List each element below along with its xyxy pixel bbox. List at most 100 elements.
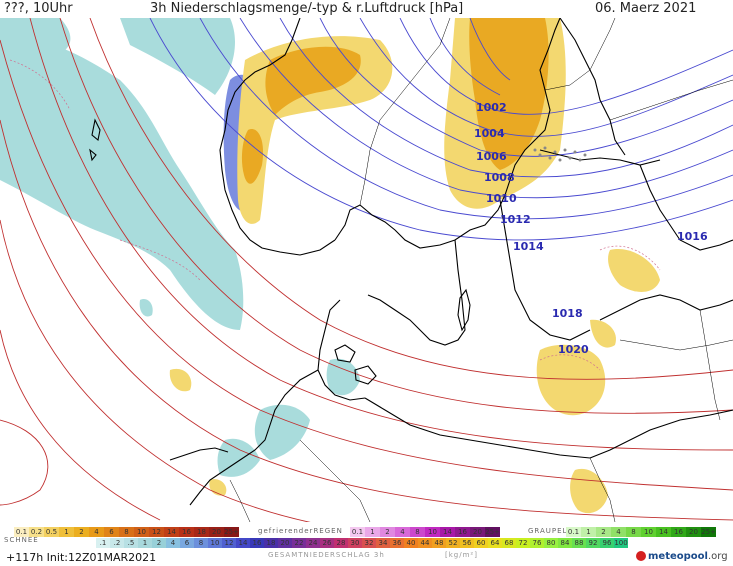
graupel-swatch: 20 (686, 527, 701, 537)
snow-swatch: 20 (278, 538, 292, 548)
rain-swatch: 4 (89, 527, 104, 537)
freezing-swatch: 4 (395, 527, 410, 537)
snow-swatch: 52 (446, 538, 460, 548)
freezing-swatch: 1 (365, 527, 380, 537)
snow-swatch: 96 (600, 538, 614, 548)
isobar-label: 1012 (500, 213, 531, 226)
rain-swatch: 0.2 (29, 527, 44, 537)
snow-swatch: 84 (558, 538, 572, 548)
rain-swatch: 14 (164, 527, 179, 537)
rain-swatch: 8 (119, 527, 134, 537)
snow-swatch: 76 (530, 538, 544, 548)
snow-swatch: 30 (348, 538, 362, 548)
graupel-swatch: 2 (596, 527, 611, 537)
rain-swatch: 12 (149, 527, 164, 537)
snow-swatch: 80 (544, 538, 558, 548)
rain-swatch: 25+ (224, 527, 239, 537)
header-title: 3h Niederschlagsmenge/-typ & r.Luftdruck… (150, 1, 464, 16)
weather-map: 1002 1004 1006 1008 1010 1012 1014 1016 … (0, 18, 733, 522)
header-date: 06. Maerz 2021 (595, 1, 697, 16)
snow-swatch: .1 (96, 538, 110, 548)
snow-swatch: 32 (362, 538, 376, 548)
snow-swatch: 14 (236, 538, 250, 548)
unit-label: [kg/m²] (445, 551, 478, 559)
isobar-label: 1014 (513, 240, 544, 253)
legend: 0.1 0.2 0.5 1 2 4 6 8 10 12 14 16 18 20 25+ gefrierend… (0, 522, 733, 566)
snow-swatch: 4 (166, 538, 180, 548)
snow-swatch: 28 (334, 538, 348, 548)
rain-swatch: 16 (179, 527, 194, 537)
graupel-swatch: 8 (626, 527, 641, 537)
freezing-swatch: 2 (380, 527, 395, 537)
isobars-high (0, 18, 733, 522)
isobar-label: 1002 (476, 101, 507, 114)
total-precip-label: GESAMTNIEDERSCHLAG 3h (268, 551, 385, 559)
graupel-swatch: 10 (641, 527, 656, 537)
header-time: ???, 10Uhr (4, 1, 73, 16)
isobar-label: 1018 (552, 307, 583, 320)
snow-swatch: 60 (474, 538, 488, 548)
rain-swatch: 1 (59, 527, 74, 537)
freezing-swatch: 14 (440, 527, 455, 537)
rain-swatch: 2 (74, 527, 89, 537)
graupel-label: GRAUPEL (528, 527, 568, 535)
logo-dot-icon (636, 551, 646, 561)
snow-swatch: 1 (138, 538, 152, 548)
freezing-rain-label: gefrierenderREGEN (258, 527, 343, 535)
rain-swatch: 18 (194, 527, 209, 537)
snow-swatch: 92 (586, 538, 600, 548)
freezing-swatch: 25+ (485, 527, 500, 537)
freezing-swatch: 0.1 (350, 527, 365, 537)
rain-swatch: 20 (209, 527, 224, 537)
graupel-speckles (533, 146, 587, 162)
snow-swatch: 8 (194, 538, 208, 548)
rain-swatch: 0.5 (44, 527, 59, 537)
snow-swatch: 68 (502, 538, 516, 548)
snow-swatch: 6 (180, 538, 194, 548)
snow-swatch: 24 (306, 538, 320, 548)
isobar-label: 1004 (474, 127, 505, 140)
snow-swatch: 18 (264, 538, 278, 548)
isobar-label: 1010 (486, 192, 517, 205)
snow-areas (0, 18, 360, 477)
rain-swatch: 10 (134, 527, 149, 537)
snow-swatch: 88 (572, 538, 586, 548)
graupel-swatch: 4 (611, 527, 626, 537)
snow-swatch: 72 (516, 538, 530, 548)
run-info: +117h Init:12Z01MAR2021 (6, 551, 157, 564)
freezing-swatch: 10 (425, 527, 440, 537)
snow-swatch: .2 (110, 538, 124, 548)
snow-swatch: 64 (488, 538, 502, 548)
snow-swatch: 12 (222, 538, 236, 548)
isobar-label: 1006 (476, 150, 507, 163)
map-header: ???, 10Uhr 3h Niederschlagsmenge/-typ & … (0, 0, 733, 18)
isobar-label: 1020 (558, 343, 589, 356)
country-borders (229, 18, 733, 522)
snow-swatch: 100 (614, 538, 628, 548)
meteopool-logo: meteopool.org (636, 551, 728, 562)
snow-swatch: 34 (376, 538, 390, 548)
coastlines (89, 18, 733, 506)
snow-swatch: 16 (250, 538, 264, 548)
snow-swatch: 40 (404, 538, 418, 548)
rain-heavy-areas (241, 18, 549, 184)
precip-contours (9, 59, 661, 371)
graupel-swatch: 16 (671, 527, 686, 537)
freezing-swatch: 16 (455, 527, 470, 537)
isobar-label: 1016 (677, 230, 708, 243)
snow-swatch: 44 (418, 538, 432, 548)
snow-swatch: 2 (152, 538, 166, 548)
graupel-swatch: 1 (581, 527, 596, 537)
snow-swatch: 48 (432, 538, 446, 548)
graupel-swatch: 0.1 (566, 527, 581, 537)
snow-label: SCHNEE (4, 536, 39, 544)
snow-swatch: 22 (292, 538, 306, 548)
graupel-swatch: 14 (656, 527, 671, 537)
isobars-low (149, 18, 733, 241)
rain-swatch: 0.1 (14, 527, 29, 537)
graupel-swatch: 25+ (701, 527, 716, 537)
freezing-swatch: 20 (470, 527, 485, 537)
isobar-labels: 1002 1004 1006 1008 1010 1012 1014 1016 … (474, 101, 708, 356)
snow-swatch: 36 (390, 538, 404, 548)
snow-swatch: 26 (320, 538, 334, 548)
